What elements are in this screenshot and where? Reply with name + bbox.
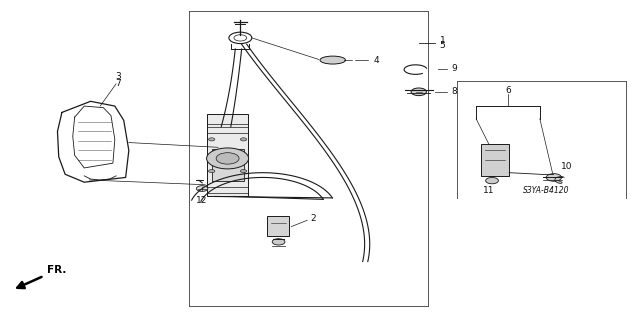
- Text: 12: 12: [196, 196, 208, 205]
- Circle shape: [486, 178, 499, 184]
- Circle shape: [241, 138, 246, 141]
- Text: 1: 1: [440, 36, 445, 44]
- Circle shape: [196, 186, 208, 191]
- Bar: [207, 114, 248, 196]
- Ellipse shape: [320, 56, 346, 64]
- Text: FR.: FR.: [47, 265, 66, 275]
- Text: 8: 8: [451, 87, 457, 96]
- Circle shape: [207, 148, 248, 169]
- Text: 7: 7: [115, 79, 121, 88]
- Circle shape: [209, 170, 215, 173]
- Circle shape: [546, 174, 561, 181]
- Text: 9: 9: [451, 64, 457, 73]
- Circle shape: [216, 153, 239, 164]
- Circle shape: [209, 138, 215, 141]
- Text: 2: 2: [311, 214, 316, 223]
- Text: S3YA-B4120: S3YA-B4120: [523, 186, 570, 195]
- Circle shape: [411, 88, 426, 96]
- Circle shape: [272, 239, 285, 245]
- Text: 10: 10: [561, 162, 572, 171]
- Bar: [267, 216, 289, 236]
- Bar: [212, 149, 244, 180]
- Text: 3: 3: [115, 72, 121, 81]
- Text: 4: 4: [373, 56, 379, 65]
- Text: 5: 5: [440, 41, 445, 50]
- Text: 11: 11: [483, 186, 495, 195]
- Bar: [481, 144, 509, 176]
- Text: 6: 6: [505, 86, 511, 95]
- Circle shape: [241, 170, 246, 173]
